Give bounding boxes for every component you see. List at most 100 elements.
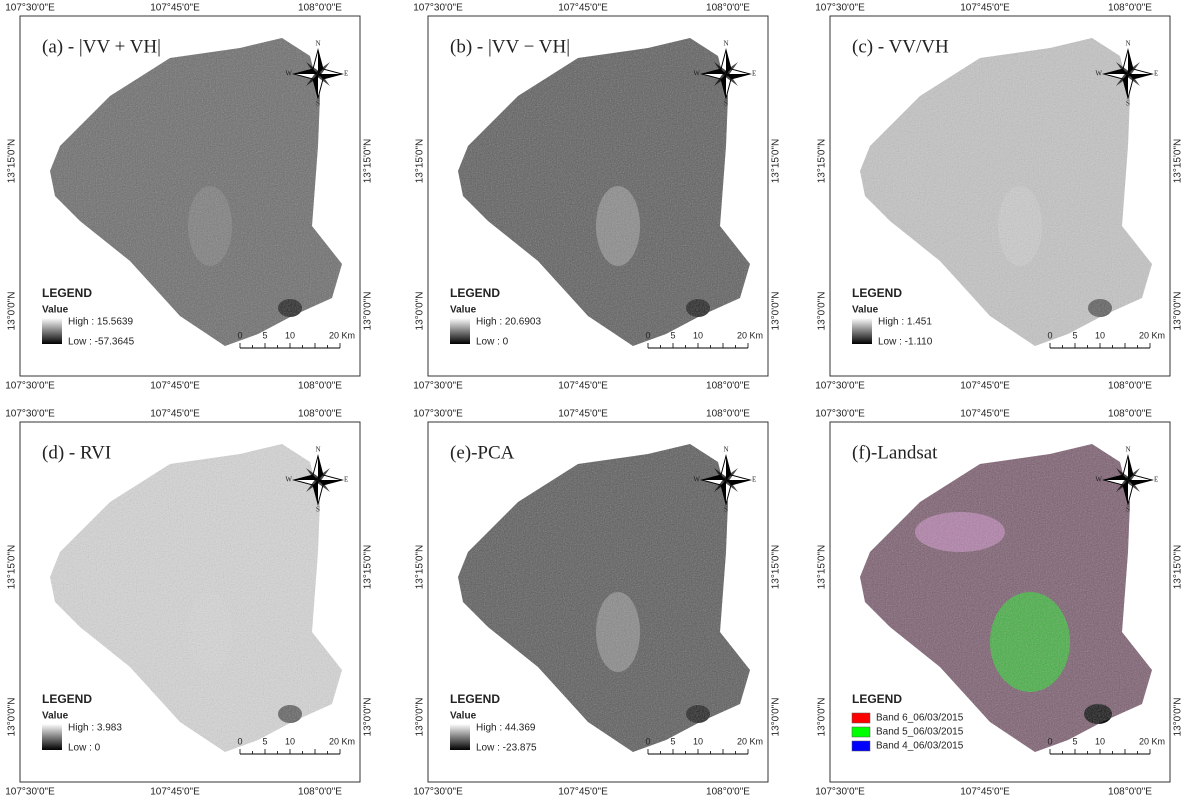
legend-ramp	[42, 724, 62, 750]
scale-label: 0	[645, 330, 650, 340]
latitude-label: 13°15'0"N	[817, 545, 828, 590]
legend-title: LEGEND	[42, 286, 92, 300]
latitude-label: 13°0'0"N	[1173, 698, 1184, 737]
longitude-label: 107°45'0"E	[150, 409, 200, 420]
longitude-label: 108°0'0"E	[1108, 381, 1152, 392]
longitude-label: 108°0'0"E	[1108, 409, 1152, 420]
latitude-label: 13°15'0"N	[817, 139, 828, 184]
legend-ramp	[450, 724, 470, 750]
latitude-label: 13°15'0"N	[7, 545, 18, 590]
legend-title: LEGEND	[852, 286, 902, 300]
legend-title: LEGEND	[852, 692, 902, 706]
compass-label: S	[1126, 506, 1130, 514]
latitude-label: 13°15'0"N	[363, 545, 374, 590]
longitude-label: 108°0'0"E	[706, 3, 750, 14]
compass-label: N	[1125, 40, 1130, 48]
legend-low: Low : -57.3645	[68, 337, 135, 348]
latitude-label: 13°0'0"N	[817, 698, 828, 737]
longitude-label: 108°0'0"E	[706, 787, 750, 798]
compass-label: W	[693, 70, 700, 78]
longitude-label: 107°45'0"E	[558, 409, 608, 420]
longitude-label: 108°0'0"E	[298, 409, 342, 420]
latitude-label: 13°0'0"N	[771, 292, 782, 331]
legend-high: High : 1.451	[878, 317, 932, 328]
longitude-label: 107°45'0"E	[150, 381, 200, 392]
compass-label: W	[285, 70, 292, 78]
latitude-label: 13°0'0"N	[1173, 292, 1184, 331]
longitude-label: 108°0'0"E	[298, 3, 342, 14]
latitude-label: 13°0'0"N	[363, 698, 374, 737]
compass-label: N	[723, 446, 728, 454]
scale-label: 10	[1095, 736, 1105, 746]
scale-label: 5	[262, 330, 267, 340]
longitude-label: 108°0'0"E	[1108, 3, 1152, 14]
scale-label: 20 Km	[329, 736, 355, 746]
longitude-label: 108°0'0"E	[706, 381, 750, 392]
longitude-label: 107°45'0"E	[558, 381, 608, 392]
scale-label: 20 Km	[329, 330, 355, 340]
legend-low: Low : -23.875	[476, 743, 537, 754]
compass-label: W	[693, 476, 700, 484]
longitude-label: 107°30'0"E	[413, 409, 463, 420]
legend-value-label: Value	[42, 711, 69, 722]
legend-title: LEGEND	[450, 286, 500, 300]
longitude-label: 107°30'0"E	[413, 787, 463, 798]
latitude-label: 13°0'0"N	[415, 698, 426, 737]
panel-title: (c) - VV/VH	[852, 36, 949, 57]
legend-low: Low : 0	[68, 743, 101, 754]
longitude-label: 107°30'0"E	[413, 3, 463, 14]
longitude-label: 107°30'0"E	[5, 787, 55, 798]
latitude-label: 13°0'0"N	[7, 698, 18, 737]
legend-swatch	[852, 727, 870, 737]
longitude-label: 107°30'0"E	[5, 409, 55, 420]
compass-label: E	[1154, 70, 1158, 78]
legend-value-label: Value	[450, 305, 477, 316]
latitude-label: 13°15'0"N	[1173, 545, 1184, 590]
panel-title: (d) - RVI	[42, 442, 111, 463]
scale-label: 5	[1072, 330, 1077, 340]
scale-label: 10	[693, 330, 703, 340]
scale-label: 5	[1072, 736, 1077, 746]
map-panel: 107°30'0"E107°30'0"E107°45'0"E107°45'0"E…	[413, 3, 781, 392]
longitude-label: 107°45'0"E	[960, 787, 1010, 798]
longitude-label: 107°45'0"E	[960, 381, 1010, 392]
map-panel: 107°30'0"E107°30'0"E107°45'0"E107°45'0"E…	[5, 409, 373, 798]
compass-label: W	[1095, 476, 1102, 484]
scale-label: 0	[645, 736, 650, 746]
legend-ramp	[852, 318, 872, 344]
longitude-label: 107°30'0"E	[815, 381, 865, 392]
longitude-label: 107°45'0"E	[150, 3, 200, 14]
latitude-label: 13°0'0"N	[7, 292, 18, 331]
latitude-label: 13°15'0"N	[363, 139, 374, 184]
compass-label: N	[1125, 446, 1130, 454]
longitude-label: 107°45'0"E	[558, 3, 608, 14]
legend-swatch	[852, 741, 870, 751]
page: Map panels {"figure": { "coordinates": {…	[0, 0, 1185, 805]
scale-label: 10	[285, 330, 295, 340]
scale-label: 20 Km	[1139, 736, 1165, 746]
legend-title: LEGEND	[42, 692, 92, 706]
legend-title: LEGEND	[450, 692, 500, 706]
scale-label: 5	[670, 736, 675, 746]
longitude-label: 107°30'0"E	[5, 3, 55, 14]
scale-label: 20 Km	[1139, 330, 1165, 340]
scale-label: 0	[237, 736, 242, 746]
legend-value-label: Value	[852, 305, 879, 316]
map-panel: 107°30'0"E107°30'0"E107°45'0"E107°45'0"E…	[413, 409, 781, 798]
legend-entry: Band 6_06/03/2015	[876, 713, 964, 724]
figure: 107°30'0"E 107°30'0"E 107°45'0"E 107°45'0"E…	[0, 0, 1185, 805]
compass-label: E	[752, 476, 756, 484]
legend-ramp	[450, 318, 470, 344]
legend-high: High : 3.983	[68, 723, 122, 734]
panel-title: (e)-PCA	[450, 442, 515, 463]
scale-label: 10	[693, 736, 703, 746]
longitude-label: 107°30'0"E	[815, 787, 865, 798]
longitude-label: 107°30'0"E	[5, 381, 55, 392]
longitude-label: 107°30'0"E	[815, 409, 865, 420]
longitude-label: 108°0'0"E	[298, 381, 342, 392]
latitude-label: 13°15'0"N	[415, 139, 426, 184]
scale-label: 0	[1047, 330, 1052, 340]
legend-ramp	[42, 318, 62, 344]
compass-label: E	[1154, 476, 1158, 484]
longitude-label: 108°0'0"E	[1108, 787, 1152, 798]
